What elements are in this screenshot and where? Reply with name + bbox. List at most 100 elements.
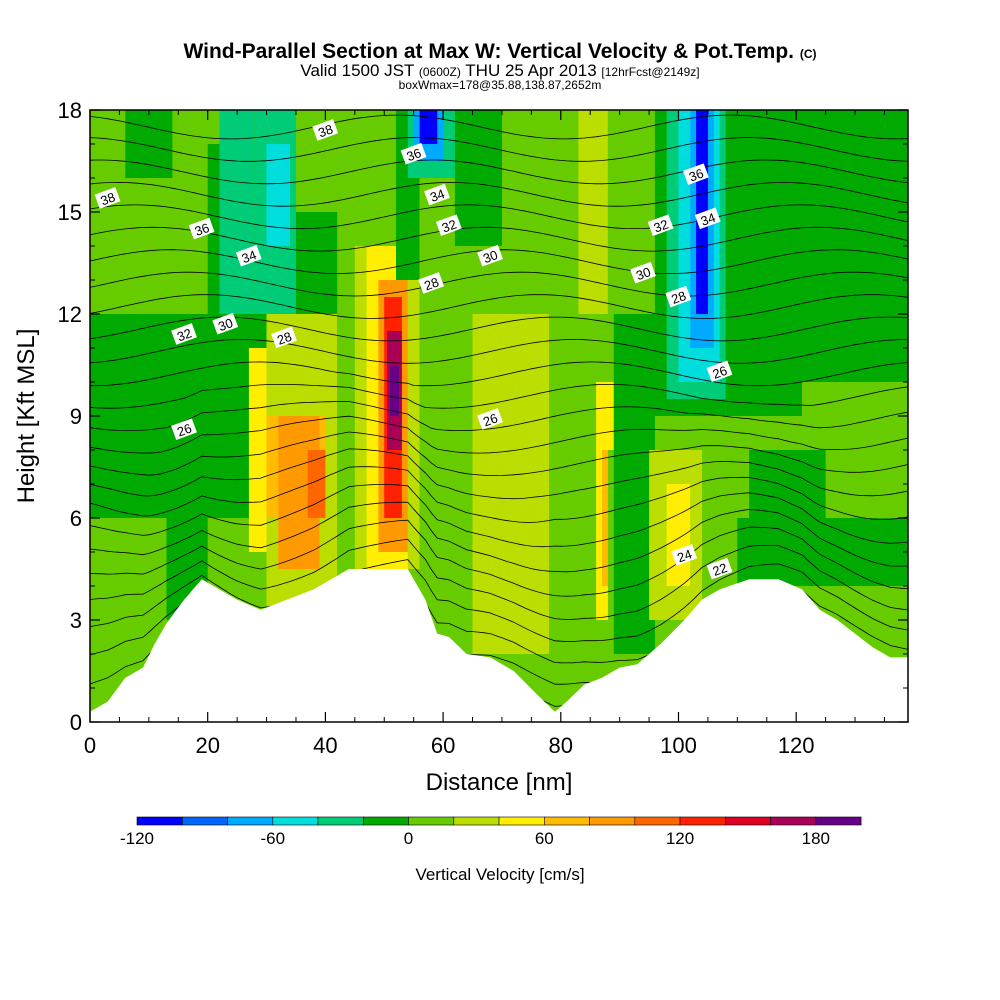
colorbar-label: Vertical Velocity [cm/s]: [415, 865, 584, 884]
chart-subtitle-2: boxWmax=178@35.88,138.87,2652m: [399, 78, 602, 92]
theta-label: 30: [630, 261, 656, 284]
velocity-cell: [125, 110, 173, 178]
y-tick-label: 15: [58, 200, 82, 225]
theta-contour-line: [89, 137, 909, 162]
theta-label-bg: [706, 557, 733, 580]
contour-labels: 38 38 36 34 32 30 28 26 36 34 32 30 28 26 36 34 32 30 28 26…: [94, 119, 733, 580]
x-tick-label: 100: [660, 733, 697, 758]
velocity-cell: [307, 450, 326, 518]
theta-contour-line: [89, 339, 908, 364]
colorbar-swatch: [634, 816, 681, 826]
colorbar-swatch: [679, 816, 726, 826]
colorbar-tick-label: 180: [802, 829, 830, 848]
theta-contour-line: [89, 538, 909, 620]
velocity-cell: [454, 110, 502, 246]
theta-contour-line: [89, 415, 909, 454]
theta-contour-line: [89, 501, 909, 573]
theta-contour-line: [89, 519, 909, 597]
theta-label-bg: [647, 214, 674, 236]
theta-label-bg: [171, 418, 197, 440]
theta-label: 24: [671, 544, 698, 566]
theta-label: 32: [171, 323, 197, 345]
x-tick-label: 80: [549, 733, 573, 758]
colorbar-swatch: [724, 816, 771, 826]
theta-label-bg: [271, 326, 297, 349]
velocity-cell: [266, 144, 290, 246]
theta-label: 34: [235, 244, 262, 267]
colorbar-swatch: [408, 816, 455, 826]
colorbar-tick-label: -120: [120, 829, 154, 848]
velocity-cell: [602, 450, 611, 586]
y-tick-label: 9: [70, 404, 82, 429]
theta-label-text: 28: [422, 274, 441, 293]
theta-label: 32: [435, 214, 462, 236]
theta-label-text: 34: [240, 247, 259, 266]
theta-label: 36: [400, 142, 427, 165]
theta-label: 30: [477, 244, 503, 267]
theta-label: 28: [665, 285, 692, 308]
theta-contour-line: [89, 401, 909, 431]
velocity-cell: [219, 110, 255, 314]
velocity-cell: [696, 110, 708, 314]
theta-label: 32: [647, 214, 674, 236]
theta-contour-line: [89, 226, 909, 252]
theta-label-text: 38: [99, 189, 118, 208]
colorbar-swatch: [227, 816, 274, 826]
theta-label: 38: [94, 187, 121, 209]
colorbar-tick-label: 120: [666, 829, 694, 848]
y-tick-label: 12: [58, 302, 82, 327]
chart-subtitle: Valid 1500 JST (0600Z) THU 25 Apr 2013 […: [300, 61, 699, 80]
colorbar: -120 -60 0 60 120 180: [120, 816, 862, 848]
theta-label-text: 32: [175, 325, 194, 344]
theta-label-bg: [235, 244, 262, 267]
velocity-cell: [390, 365, 399, 416]
theta-label-bg: [477, 408, 503, 430]
y-tick-label: 0: [70, 710, 82, 735]
x-tick-label: 20: [195, 733, 219, 758]
velocity-cell: [578, 110, 608, 314]
theta-label-bg: [630, 261, 656, 284]
theta-label-text: 36: [193, 220, 212, 239]
theta-label: 26: [477, 408, 503, 430]
y-tick-label: 3: [70, 608, 82, 633]
theta-label-bg: [424, 183, 450, 206]
theta-label-text: 22: [711, 560, 730, 579]
colorbar-tick-label: 60: [535, 829, 554, 848]
theta-label-text: 26: [175, 421, 194, 440]
x-tick-label: 60: [431, 733, 455, 758]
theta-label: 38: [312, 119, 339, 141]
theta-contour-line: [90, 361, 909, 387]
theta-label-text: 34: [699, 210, 718, 229]
theta-contour-line: [89, 384, 909, 409]
theta-label-bg: [171, 323, 197, 345]
theta-label-text: 36: [687, 166, 706, 185]
y-tick-label: 6: [70, 506, 82, 531]
velocity-cell: [613, 314, 655, 654]
theta-label-text: 30: [634, 264, 653, 283]
theta-label: 36: [188, 217, 215, 240]
theta-label: 26: [171, 418, 197, 440]
theta-label-bg: [188, 217, 215, 240]
theta-label-bg: [683, 163, 709, 185]
x-axis-label: Distance [nm]: [426, 769, 573, 796]
colorbar-tick-label: 0: [404, 829, 413, 848]
theta-label-bg: [477, 244, 503, 267]
y-tick-label: 18: [58, 98, 82, 123]
theta-label-bg: [400, 142, 427, 165]
terrain-mask: [90, 569, 908, 722]
colorbar-swatch: [770, 816, 817, 826]
theta-label-text: 24: [675, 546, 694, 565]
theta-label: 30: [212, 312, 239, 335]
colorbar-swatch: [815, 816, 862, 826]
colorbar-swatch: [498, 816, 545, 826]
theta-contour-line: [89, 448, 909, 500]
theta-contour-line: [89, 559, 909, 642]
colorbar-swatch: [362, 816, 409, 826]
copyright-mark: (C): [800, 47, 817, 61]
theta-label-text: 36: [405, 145, 424, 164]
theta-label: 28: [418, 272, 445, 294]
theta-label-bg: [665, 285, 692, 308]
theta-label-bg: [418, 272, 445, 294]
colorbar-swatch: [272, 816, 319, 826]
